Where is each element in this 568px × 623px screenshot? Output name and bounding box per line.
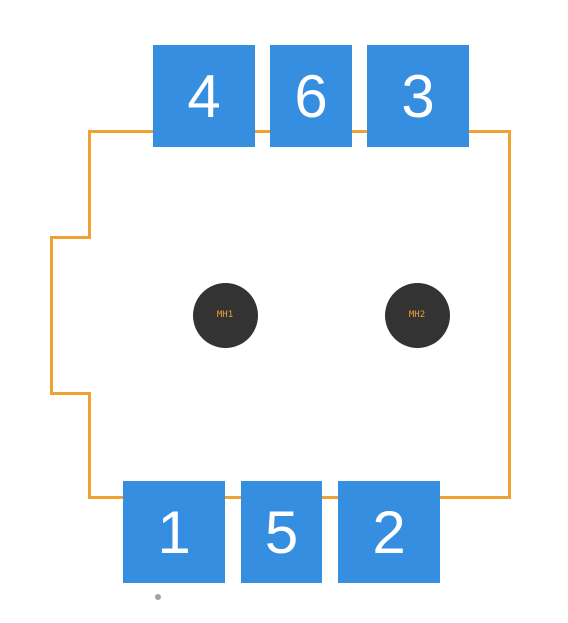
outline-bottom-left [88, 496, 123, 499]
pad-2: 2 [338, 481, 440, 583]
hole-mh2: MH2 [385, 283, 450, 348]
outline-top-right [469, 130, 511, 133]
pad-label: 2 [372, 498, 405, 567]
outline-tab-left [50, 236, 53, 395]
hole-label: MH1 [217, 311, 233, 320]
outline-right [508, 130, 511, 499]
outline-bottom-right [440, 496, 511, 499]
outline-top-gap2 [352, 130, 367, 133]
outline-tab-top [50, 236, 91, 239]
pad-6: 6 [270, 45, 352, 147]
pad-5: 5 [241, 481, 322, 583]
hole-mh1: MH1 [193, 283, 258, 348]
pad-label: 6 [294, 62, 327, 131]
outline-left-upper [88, 130, 91, 239]
pad-label: 5 [265, 498, 298, 567]
pad-label: 4 [187, 62, 220, 131]
pin1-mark [155, 594, 161, 600]
outline-bottom-gap1 [225, 496, 241, 499]
pad-label: 3 [401, 62, 434, 131]
outline-left-lower [88, 392, 91, 499]
outline-bottom-gap2 [322, 496, 338, 499]
footprint-canvas: 4 6 3 1 5 2 MH1 MH2 [0, 0, 568, 623]
pad-4: 4 [153, 45, 255, 147]
pad-3: 3 [367, 45, 469, 147]
hole-label: MH2 [409, 311, 425, 320]
pad-label: 1 [157, 498, 190, 567]
outline-tab-bottom [50, 392, 91, 395]
outline-top-left [88, 130, 153, 133]
pad-1: 1 [123, 481, 225, 583]
outline-top-gap1 [255, 130, 270, 133]
